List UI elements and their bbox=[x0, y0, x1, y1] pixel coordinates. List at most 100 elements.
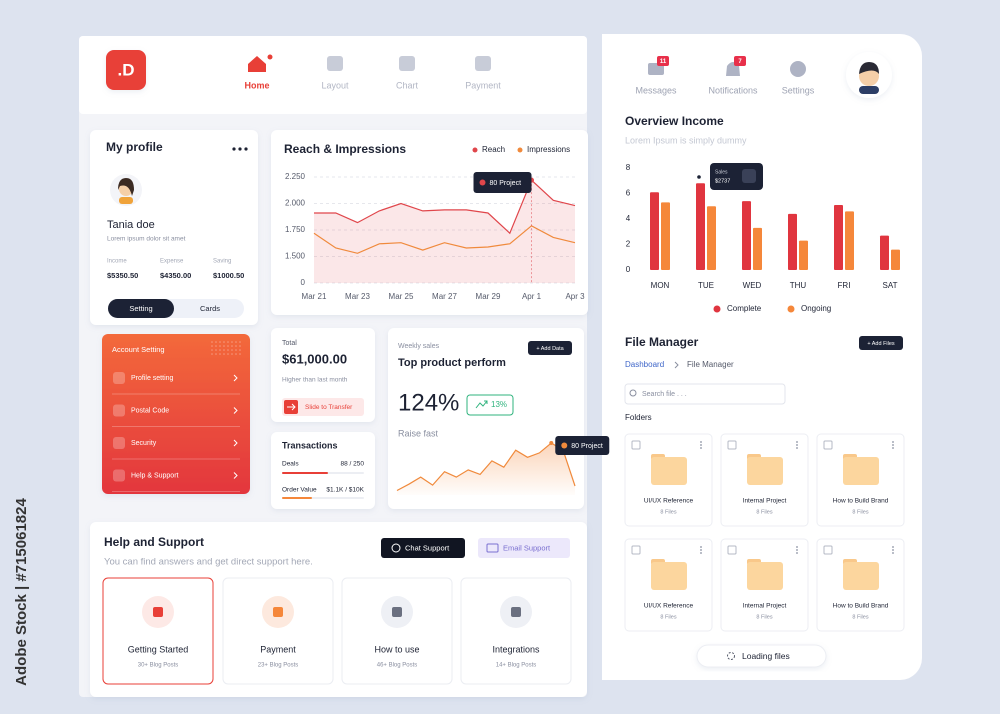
bar bbox=[799, 240, 808, 270]
dot-pattern bbox=[215, 341, 217, 343]
menu-dot bbox=[700, 552, 702, 554]
tooltip bbox=[555, 436, 610, 455]
dot-pattern bbox=[235, 353, 237, 355]
folder-name: Internal Project bbox=[743, 603, 787, 610]
top-nav-label[interactable]: Notifications bbox=[708, 85, 758, 95]
search-box[interactable] bbox=[624, 383, 786, 405]
account-item[interactable]: Profile setting bbox=[131, 375, 174, 382]
x-tick-label: MON bbox=[651, 281, 670, 290]
y-tick-label: 6 bbox=[626, 189, 631, 198]
top-nav-label[interactable]: Messages bbox=[635, 85, 677, 95]
tooltip-pointer bbox=[697, 175, 701, 179]
transfer-label[interactable]: Slide to Transfer bbox=[305, 404, 353, 411]
tooltip-value: $2737 bbox=[715, 178, 730, 184]
help-card-title: How to use bbox=[374, 644, 419, 654]
chart-title: Overview Income bbox=[625, 114, 724, 128]
profile-name: Tania doe bbox=[107, 219, 155, 231]
help-card[interactable] bbox=[460, 577, 572, 685]
files-title: File Manager bbox=[625, 335, 699, 349]
tooltip-text: 80 Project bbox=[571, 443, 603, 450]
nav-item[interactable]: Payment bbox=[465, 80, 501, 90]
dot-pattern bbox=[231, 341, 233, 343]
bar bbox=[880, 235, 889, 270]
dot-pattern bbox=[211, 353, 213, 355]
x-tick-label: Apr 1 bbox=[522, 292, 542, 301]
dot-pattern bbox=[239, 345, 241, 347]
weekly-title: Top product perform bbox=[398, 357, 506, 369]
folder-name: UI/UX Reference bbox=[644, 603, 694, 610]
breadcrumb-sep bbox=[674, 361, 679, 369]
bar bbox=[696, 183, 705, 270]
help-card[interactable] bbox=[341, 577, 453, 685]
folders-label: Folders bbox=[625, 413, 652, 422]
add-data-button bbox=[528, 341, 572, 355]
help-icon bbox=[273, 607, 283, 617]
dot-pattern bbox=[211, 341, 213, 343]
dot-pattern bbox=[231, 353, 233, 355]
point bbox=[549, 441, 554, 445]
item-icon bbox=[113, 437, 125, 449]
folder-count: 8 Files bbox=[660, 509, 676, 515]
dot-pattern bbox=[227, 341, 229, 343]
dot-pattern bbox=[215, 349, 217, 351]
y-tick-label: 2.250 bbox=[285, 172, 306, 181]
home-icon bbox=[248, 56, 266, 72]
more-dot bbox=[232, 147, 236, 151]
trend-arrow bbox=[475, 400, 488, 409]
folder-icon bbox=[747, 457, 783, 485]
email-label[interactable]: Email Support bbox=[503, 543, 551, 552]
more-dot bbox=[238, 147, 242, 151]
tab[interactable]: Setting bbox=[129, 304, 152, 313]
profile-shirt bbox=[119, 197, 133, 204]
tooltip-label: Sales bbox=[715, 169, 728, 175]
bar bbox=[650, 192, 659, 270]
folder-name: How to Build Brand bbox=[833, 498, 889, 505]
arrow bbox=[287, 403, 296, 411]
nav-item[interactable]: Layout bbox=[321, 80, 349, 90]
item-icon bbox=[113, 372, 125, 384]
chat-label[interactable]: Chat Support bbox=[405, 543, 450, 552]
help-subtitle: You can find answers and get direct supp… bbox=[104, 557, 313, 568]
x-tick-label: Mar 27 bbox=[432, 292, 457, 301]
badge-count: 7 bbox=[738, 59, 742, 65]
help-card[interactable] bbox=[102, 577, 214, 685]
help-card[interactable] bbox=[222, 577, 334, 685]
add-data-label[interactable]: + Add Data bbox=[536, 346, 564, 352]
x-tick-label: TUE bbox=[698, 281, 714, 290]
checkbox bbox=[823, 545, 833, 555]
add-files-label[interactable]: + Add Files bbox=[867, 341, 895, 347]
menu-dot bbox=[796, 441, 798, 443]
dot-pattern bbox=[215, 345, 217, 347]
weekly-value: 124% bbox=[398, 389, 459, 416]
loading-button[interactable] bbox=[696, 644, 827, 668]
nav-item[interactable]: Chart bbox=[396, 80, 419, 90]
weekly-note: Raise fast bbox=[398, 428, 439, 438]
menu-dot bbox=[892, 549, 894, 551]
total-note: Higher than last month bbox=[282, 377, 348, 384]
dot-pattern bbox=[223, 349, 225, 351]
row-label: Deals bbox=[282, 461, 299, 468]
tooltip-dot bbox=[479, 179, 486, 186]
folder-icon bbox=[843, 562, 879, 590]
top-nav-label[interactable]: Settings bbox=[782, 85, 815, 95]
breadcrumb[interactable]: Dashboard bbox=[625, 360, 664, 369]
help-icon bbox=[392, 607, 402, 617]
loading-label: Loading files bbox=[742, 651, 790, 661]
nav-dot bbox=[267, 54, 273, 60]
growth-badge bbox=[466, 394, 514, 416]
nav-item[interactable]: Home bbox=[244, 80, 269, 90]
account-item[interactable]: Help & Support bbox=[131, 472, 179, 479]
tab[interactable]: Cards bbox=[200, 304, 220, 313]
bar bbox=[788, 213, 797, 270]
bar bbox=[707, 206, 716, 270]
checkbox bbox=[727, 440, 737, 450]
legend-swatch bbox=[787, 305, 795, 313]
stat-value: $4350.00 bbox=[160, 271, 191, 280]
help-icon bbox=[153, 607, 163, 617]
account-item[interactable]: Security bbox=[131, 440, 157, 447]
account-item[interactable]: Postal Code bbox=[131, 407, 169, 414]
stat-value: $1000.50 bbox=[213, 271, 244, 280]
checkbox bbox=[823, 440, 833, 450]
help-icon bbox=[511, 607, 521, 617]
stat-value: $5350.50 bbox=[107, 271, 138, 280]
